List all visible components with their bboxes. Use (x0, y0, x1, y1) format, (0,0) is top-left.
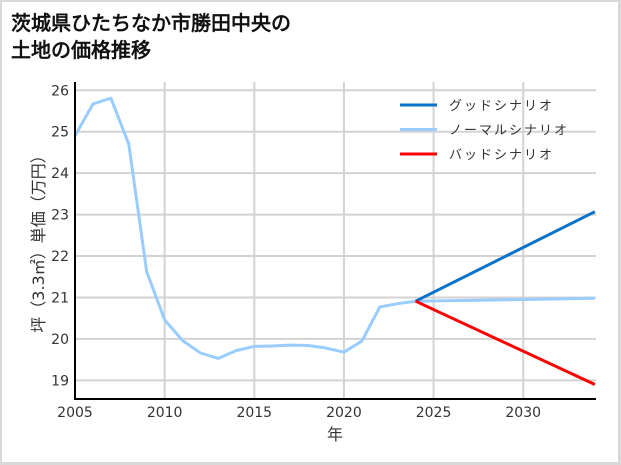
y-tick-label: 20 (51, 332, 69, 348)
legend-label: バッドシナリオ (449, 148, 554, 163)
gridlines (74, 82, 596, 399)
y-tick-label: 22 (51, 249, 69, 265)
chart-title-line-1: 茨城県ひたちなか市勝田中央の (11, 11, 291, 35)
y-tick-label: 21 (51, 290, 69, 306)
y-tick-label: 24 (51, 166, 69, 182)
y-tick-label: 26 (51, 83, 69, 99)
x-tick-label: 2005 (57, 405, 93, 421)
x-tick-label: 2010 (147, 405, 183, 421)
normal-scenario-line (415, 296, 595, 303)
legend-item-good: グッドシナリオ (400, 99, 554, 114)
y-tick-label: 19 (51, 373, 69, 389)
chart-title: 茨城県ひたちなか市勝田中央の 土地の価格推移 (11, 10, 291, 64)
x-axis-label: 年 (327, 425, 343, 444)
legend-label: グッドシナリオ (449, 99, 554, 114)
bad-scenario-line (414, 299, 596, 386)
good-scenario-line (414, 210, 596, 303)
legend-item-bad: バッドシナリオ (400, 148, 554, 163)
x-tick-label: 2030 (505, 405, 541, 421)
chart-title-line-2: 土地の価格推移 (11, 38, 151, 62)
y-axis-label: 坪（3.3㎡）単価（万円） (29, 147, 48, 332)
tick-labels: 2005 2010 2015 2020 2025 2030 19 20 21 22 23 24 25 26 (51, 83, 541, 421)
axes (74, 82, 596, 400)
legend-label: ノーマルシナリオ (449, 124, 569, 139)
x-tick-label: 2015 (236, 405, 272, 421)
data-lines (73, 96, 596, 386)
y-tick-label: 23 (51, 208, 69, 224)
history-line (73, 96, 416, 360)
x-tick-label: 2020 (326, 405, 362, 421)
y-tick-label: 25 (51, 125, 69, 141)
x-tick-label: 2025 (416, 405, 452, 421)
legend-item-normal: ノーマルシナリオ (400, 124, 569, 139)
